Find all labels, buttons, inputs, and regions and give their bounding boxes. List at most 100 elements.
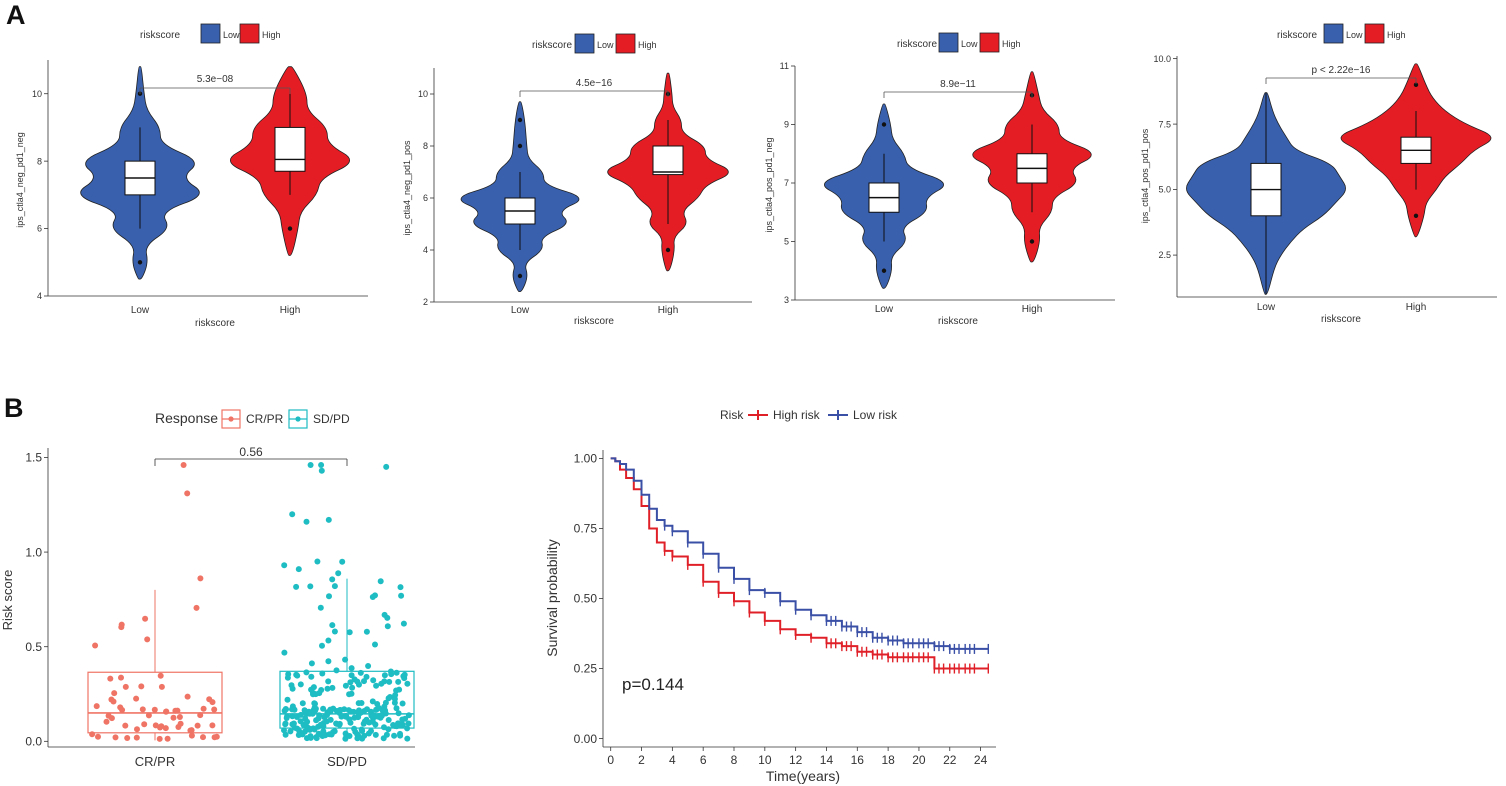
legend-label-low: Low — [1346, 30, 1363, 40]
data-point — [399, 700, 406, 707]
violin-y-tick-label: 9 — [784, 120, 789, 130]
violin-y-tick-label: 5.0 — [1158, 185, 1171, 195]
data-point — [326, 731, 333, 738]
data-point — [391, 699, 398, 706]
panel-label-a: A — [6, 0, 26, 30]
data-point — [151, 706, 158, 713]
outlier-point — [881, 122, 887, 127]
legend-title: riskscore — [1277, 30, 1317, 41]
violin-y-tick-label: 8 — [423, 141, 428, 151]
data-point — [209, 722, 216, 729]
data-point — [343, 713, 349, 720]
data-point — [281, 727, 287, 734]
p-value-label: 8.9e−11 — [940, 79, 976, 90]
data-point — [319, 670, 326, 677]
violin-y-tick-label: 6 — [423, 193, 428, 203]
data-point — [138, 683, 145, 690]
x-tick-label-low: Low — [875, 304, 894, 315]
box-y-tick-label: 0.5 — [25, 640, 42, 654]
data-point — [197, 712, 204, 719]
legend-title: riskscore — [532, 40, 572, 51]
data-point — [163, 708, 169, 715]
data-point — [317, 721, 324, 728]
data-point — [313, 735, 320, 742]
km-x-tick-label: 14 — [820, 753, 834, 767]
data-point — [158, 683, 165, 690]
data-point — [363, 628, 370, 635]
outlier-point — [517, 273, 523, 279]
data-point — [310, 684, 317, 691]
km-y-tick-label: 0.25 — [574, 662, 598, 676]
outlier-point — [517, 143, 523, 149]
data-point — [385, 717, 392, 723]
data-point — [308, 660, 315, 667]
data-point — [333, 720, 340, 727]
violin-chart-2: riskscore Low High 2 4 6 8 10 4.5e−16 Low Hi… — [402, 33, 752, 327]
data-point — [356, 711, 362, 717]
data-point — [400, 620, 407, 627]
data-point — [281, 562, 288, 569]
legend-title: riskscore — [897, 39, 937, 50]
violin-y-tick-label: 5 — [784, 237, 789, 247]
violin-y-tick-label: 3 — [784, 295, 789, 305]
violin-chart-1: riskscore Low High 4 6 8 10 5.3e−08 Low Hig… — [15, 23, 368, 329]
data-point — [194, 722, 201, 729]
data-point — [369, 698, 376, 705]
x-tick-label-low: Low — [511, 305, 530, 316]
data-point — [162, 725, 169, 732]
data-point — [405, 712, 412, 719]
legend-key-high — [615, 33, 636, 54]
x-axis-title: riskscore — [1321, 314, 1361, 325]
km-curve-high-risk — [610, 457, 989, 670]
data-point — [297, 681, 304, 688]
legend-label-low-risk: Low risk — [853, 408, 898, 422]
data-point — [397, 584, 404, 591]
data-point — [372, 731, 379, 738]
km-y-tick-label: 0.00 — [574, 732, 598, 746]
data-point — [297, 711, 304, 718]
outlier-point — [665, 247, 671, 253]
data-point — [299, 700, 306, 707]
box-y-tick-label: 1.0 — [25, 545, 42, 559]
data-point — [372, 641, 378, 648]
legend-response: Response CR/PR SD/PD — [155, 409, 350, 429]
km-x-tick-label: 12 — [789, 753, 803, 767]
significance-bracket: 5.3e−08 — [139, 74, 291, 94]
data-point — [283, 715, 290, 721]
data-point — [188, 732, 195, 739]
data-point — [323, 718, 330, 725]
data-point — [329, 684, 336, 691]
data-point — [124, 735, 131, 741]
data-point — [331, 583, 338, 590]
data-point — [157, 724, 163, 731]
data-point — [300, 721, 307, 728]
data-point — [391, 732, 398, 739]
legend-4: riskscore Low High — [1277, 23, 1406, 44]
data-point — [184, 693, 191, 700]
data-point — [375, 704, 382, 711]
data-point — [287, 728, 294, 735]
data-point — [118, 674, 124, 681]
km-x-tick-label: 2 — [638, 753, 645, 767]
data-point — [331, 628, 338, 635]
box-chart-response: Response CR/PR SD/PD 0.0 0.5 1.0 1.5 0.56 C… — [0, 409, 415, 769]
data-point — [111, 690, 118, 697]
data-point — [385, 695, 392, 702]
legend-key-high — [979, 32, 1000, 53]
data-point — [200, 705, 207, 712]
data-point — [325, 678, 332, 685]
box-1 — [279, 670, 415, 729]
km-x-tick-label: 6 — [700, 753, 707, 767]
data-point — [361, 678, 367, 685]
legend-2: riskscore Low High — [532, 33, 657, 54]
outlier-point — [517, 117, 523, 123]
data-point — [380, 735, 387, 742]
data-point — [284, 674, 291, 681]
x-axis-title: Time(years) — [766, 768, 840, 784]
x-tick-label-low: Low — [131, 305, 150, 316]
legend-label-high: High — [638, 40, 657, 50]
x-tick-label-high: High — [1406, 302, 1427, 313]
data-point — [348, 672, 355, 679]
data-point — [293, 671, 300, 678]
x-tick-label-high: High — [280, 305, 301, 316]
